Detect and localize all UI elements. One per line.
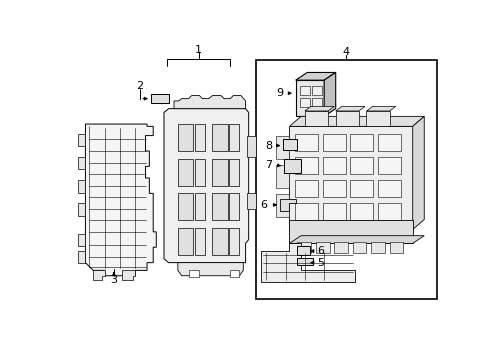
Text: 9: 9 (276, 88, 283, 98)
Polygon shape (366, 111, 389, 126)
Polygon shape (229, 124, 239, 151)
Polygon shape (366, 106, 395, 111)
Bar (349, 180, 373, 197)
Text: 3: 3 (110, 275, 117, 285)
Text: 6: 6 (317, 246, 324, 256)
Bar (297, 246, 309, 255)
Bar (377, 203, 400, 220)
Bar (294, 180, 317, 197)
Bar (283, 139, 297, 150)
Polygon shape (315, 242, 329, 253)
Polygon shape (229, 159, 239, 186)
Polygon shape (78, 157, 85, 170)
Bar (322, 203, 345, 220)
Polygon shape (178, 124, 193, 151)
Bar (311, 98, 321, 107)
Polygon shape (194, 159, 204, 186)
Polygon shape (78, 180, 85, 193)
Polygon shape (276, 136, 289, 159)
Polygon shape (333, 242, 347, 253)
Polygon shape (289, 236, 424, 243)
Polygon shape (295, 72, 335, 80)
Polygon shape (289, 116, 424, 126)
Text: 1: 1 (195, 45, 202, 55)
Polygon shape (194, 228, 204, 255)
Text: 7: 7 (264, 160, 272, 170)
Polygon shape (194, 193, 204, 220)
Bar (299, 98, 309, 107)
Bar (322, 157, 345, 174)
Polygon shape (212, 193, 227, 220)
Polygon shape (78, 251, 85, 264)
Polygon shape (297, 242, 310, 253)
Polygon shape (178, 228, 193, 255)
Polygon shape (212, 228, 227, 255)
Polygon shape (246, 193, 256, 209)
Polygon shape (78, 203, 85, 216)
Text: 6: 6 (260, 200, 267, 210)
Text: 2: 2 (136, 81, 143, 91)
Polygon shape (174, 95, 245, 109)
Polygon shape (212, 124, 227, 151)
Bar (322, 134, 345, 151)
Bar (377, 134, 400, 151)
Polygon shape (412, 116, 424, 230)
Bar (297, 258, 312, 265)
Polygon shape (78, 234, 85, 247)
Bar (299, 86, 309, 95)
Bar (256, 60, 436, 299)
Bar (377, 180, 400, 197)
Polygon shape (178, 193, 193, 220)
Bar (311, 86, 321, 95)
Polygon shape (370, 242, 384, 253)
Bar (294, 203, 317, 220)
Bar (349, 134, 373, 151)
Polygon shape (122, 270, 135, 280)
Bar (377, 157, 400, 174)
Polygon shape (194, 124, 204, 151)
Polygon shape (305, 111, 327, 126)
Polygon shape (78, 134, 85, 147)
Bar (294, 157, 317, 174)
Polygon shape (229, 193, 239, 220)
Polygon shape (335, 106, 364, 111)
Polygon shape (289, 220, 412, 243)
Polygon shape (276, 165, 289, 188)
Bar (294, 134, 317, 151)
Bar (284, 159, 301, 172)
Polygon shape (289, 126, 412, 230)
Bar (151, 94, 169, 103)
Text: 8: 8 (264, 141, 272, 150)
Text: 5: 5 (317, 258, 324, 267)
Polygon shape (295, 80, 324, 116)
Polygon shape (85, 124, 156, 276)
Polygon shape (335, 111, 358, 126)
Polygon shape (389, 242, 403, 253)
Polygon shape (305, 106, 333, 111)
Bar (349, 203, 373, 220)
Polygon shape (261, 243, 354, 282)
Polygon shape (163, 109, 248, 263)
Bar (230, 270, 239, 276)
Polygon shape (280, 199, 295, 211)
Polygon shape (178, 263, 243, 276)
Polygon shape (324, 72, 335, 116)
Bar (349, 157, 373, 174)
Polygon shape (93, 270, 104, 280)
Text: 4: 4 (342, 47, 348, 57)
Bar (322, 180, 345, 197)
Polygon shape (178, 159, 193, 186)
Polygon shape (276, 194, 289, 217)
Polygon shape (352, 242, 366, 253)
Polygon shape (229, 228, 239, 255)
Polygon shape (246, 136, 256, 157)
Bar (189, 270, 198, 276)
Polygon shape (212, 159, 227, 186)
